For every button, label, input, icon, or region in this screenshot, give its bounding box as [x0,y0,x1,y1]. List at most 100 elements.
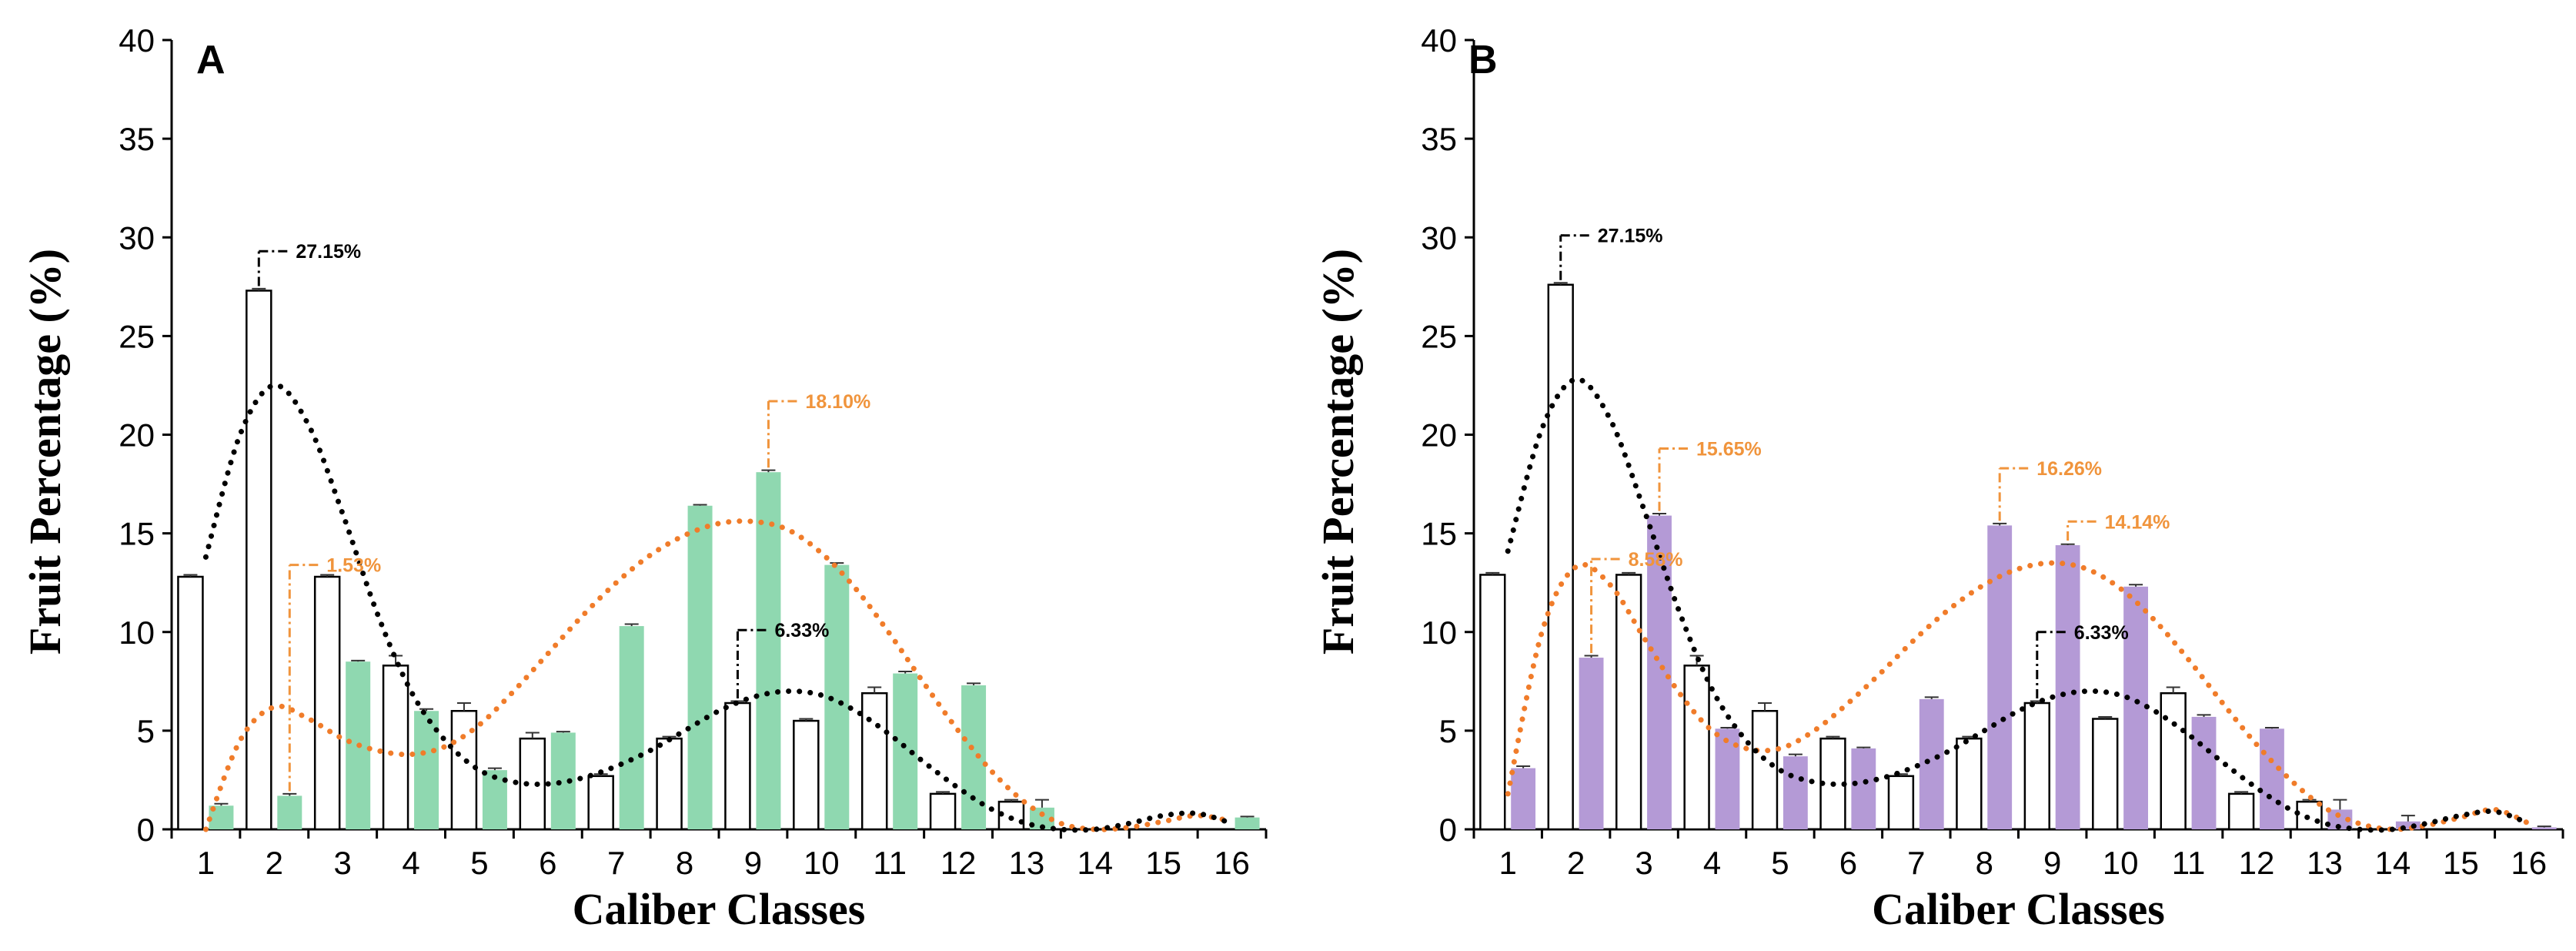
x-tick-label: 13 [1009,845,1045,881]
control-bar [1887,775,1915,831]
control-bar [1683,665,1710,831]
control-bar [860,691,888,831]
x-tick-label: 15 [1145,845,1181,881]
treatment-bar [2531,827,2557,829]
y-tick-label: 35 [1421,121,1457,157]
control-bar [2227,792,2255,831]
y-tick-label: 0 [1439,812,1457,848]
control-bar [724,702,751,831]
x-tick-label: 2 [1567,845,1585,881]
y-tick-label: 25 [119,318,155,354]
y-tick-label: 40 [119,22,155,59]
x-tick-label: 10 [2103,845,2139,881]
treatment-bar [1511,768,1536,829]
x-tick-label: 9 [2043,845,2061,881]
x-tick-label: 11 [2172,845,2206,881]
y-tick-label: 15 [119,516,155,552]
treatment-bar [277,795,302,829]
treatment-bar [2055,545,2080,829]
control-bar [2092,718,2119,831]
x-tick-label: 11 [873,845,907,881]
y-axis-title: Fruit Percentage (%) [1313,249,1363,655]
x-tick-label: 14 [1077,845,1113,881]
control-bar [1956,737,1983,831]
y-tick-label: 25 [1421,318,1457,354]
annotation-label: 6.33% [774,620,829,641]
x-tick-label: 3 [1635,845,1652,881]
panel-letter: B [1468,38,1498,82]
control-bar [177,575,204,831]
annotation-label: 27.15% [296,241,361,263]
x-axis-title: Caliber Classes [573,884,866,934]
control-bar [656,737,683,831]
y-tick-label: 30 [119,219,155,256]
control-bar [929,792,957,831]
treatment-bar [1919,698,1944,829]
control-bar [313,575,341,831]
x-tick-label: 7 [607,845,625,881]
control-trend-line [202,382,1235,833]
control-bar [1615,574,1642,831]
treatment-bar [756,472,781,829]
y-tick-label: 35 [119,121,155,157]
x-tick-label: 2 [266,845,283,881]
y-tick-label: 0 [137,812,155,848]
y-tick-label: 20 [1421,417,1457,454]
control-bar [246,290,272,831]
y-tick-label: 10 [119,614,155,651]
x-tick-label: 12 [2239,845,2275,881]
x-tick-label: 3 [334,845,352,881]
x-tick-label: 10 [804,845,840,881]
treatment-bar [1235,817,1260,829]
y-axis-title: Fruit Percentage (%) [20,249,70,655]
x-tick-label: 5 [1771,845,1789,881]
control-bar [1547,283,1574,831]
x-tick-label: 6 [539,845,556,881]
x-tick-label: 8 [1976,845,1993,881]
treatment-bar [1647,515,1672,829]
treatment-bar [824,564,850,829]
treatment-bar [687,505,713,829]
control-bar [587,775,614,831]
annotation-label: 8.58% [1629,549,1683,571]
treatment-bar [1851,748,1876,829]
treatment-trend-line [202,518,1235,832]
annotation-label: 6.33% [2074,622,2129,644]
control-bar [1751,710,1779,831]
x-tick-label: 7 [1907,845,1925,881]
annotation-label: 18.10% [805,391,870,413]
treatment-bar [1579,658,1604,829]
x-tick-label: 8 [676,845,693,881]
y-tick-label: 15 [1421,516,1457,552]
annotation-label: 14.14% [2105,511,2170,533]
control-bar [382,665,409,831]
x-tick-label: 16 [2511,845,2547,881]
x-tick-label: 5 [470,845,488,881]
y-tick-label: 40 [1421,22,1457,59]
treatment-bar [2123,586,2148,829]
y-tick-label: 10 [1421,614,1457,651]
x-axis-title: Caliber Classes [1872,884,2165,934]
treatment-trend-line [1505,560,2532,832]
treatment-bar [1782,756,1808,829]
x-tick-label: 13 [2307,845,2343,881]
treatment-bar [961,685,987,829]
x-tick-label: 6 [1839,845,1857,881]
treatment-bar [2395,821,2421,829]
x-tick-label: 16 [1214,845,1250,881]
x-tick-label: 12 [941,845,977,881]
y-tick-label: 20 [119,417,155,454]
x-tick-label: 4 [402,845,419,881]
control-bar [793,719,820,831]
y-tick-label: 30 [1421,219,1457,256]
x-tick-label: 1 [197,845,215,881]
x-tick-label: 14 [2375,845,2411,881]
y-tick-label: 5 [1439,713,1457,749]
annotation-label: 16.26% [2036,458,2102,480]
annotation-label: 27.15% [1598,226,1663,247]
control-bar [1479,574,1506,831]
control-bar [2023,702,2050,831]
